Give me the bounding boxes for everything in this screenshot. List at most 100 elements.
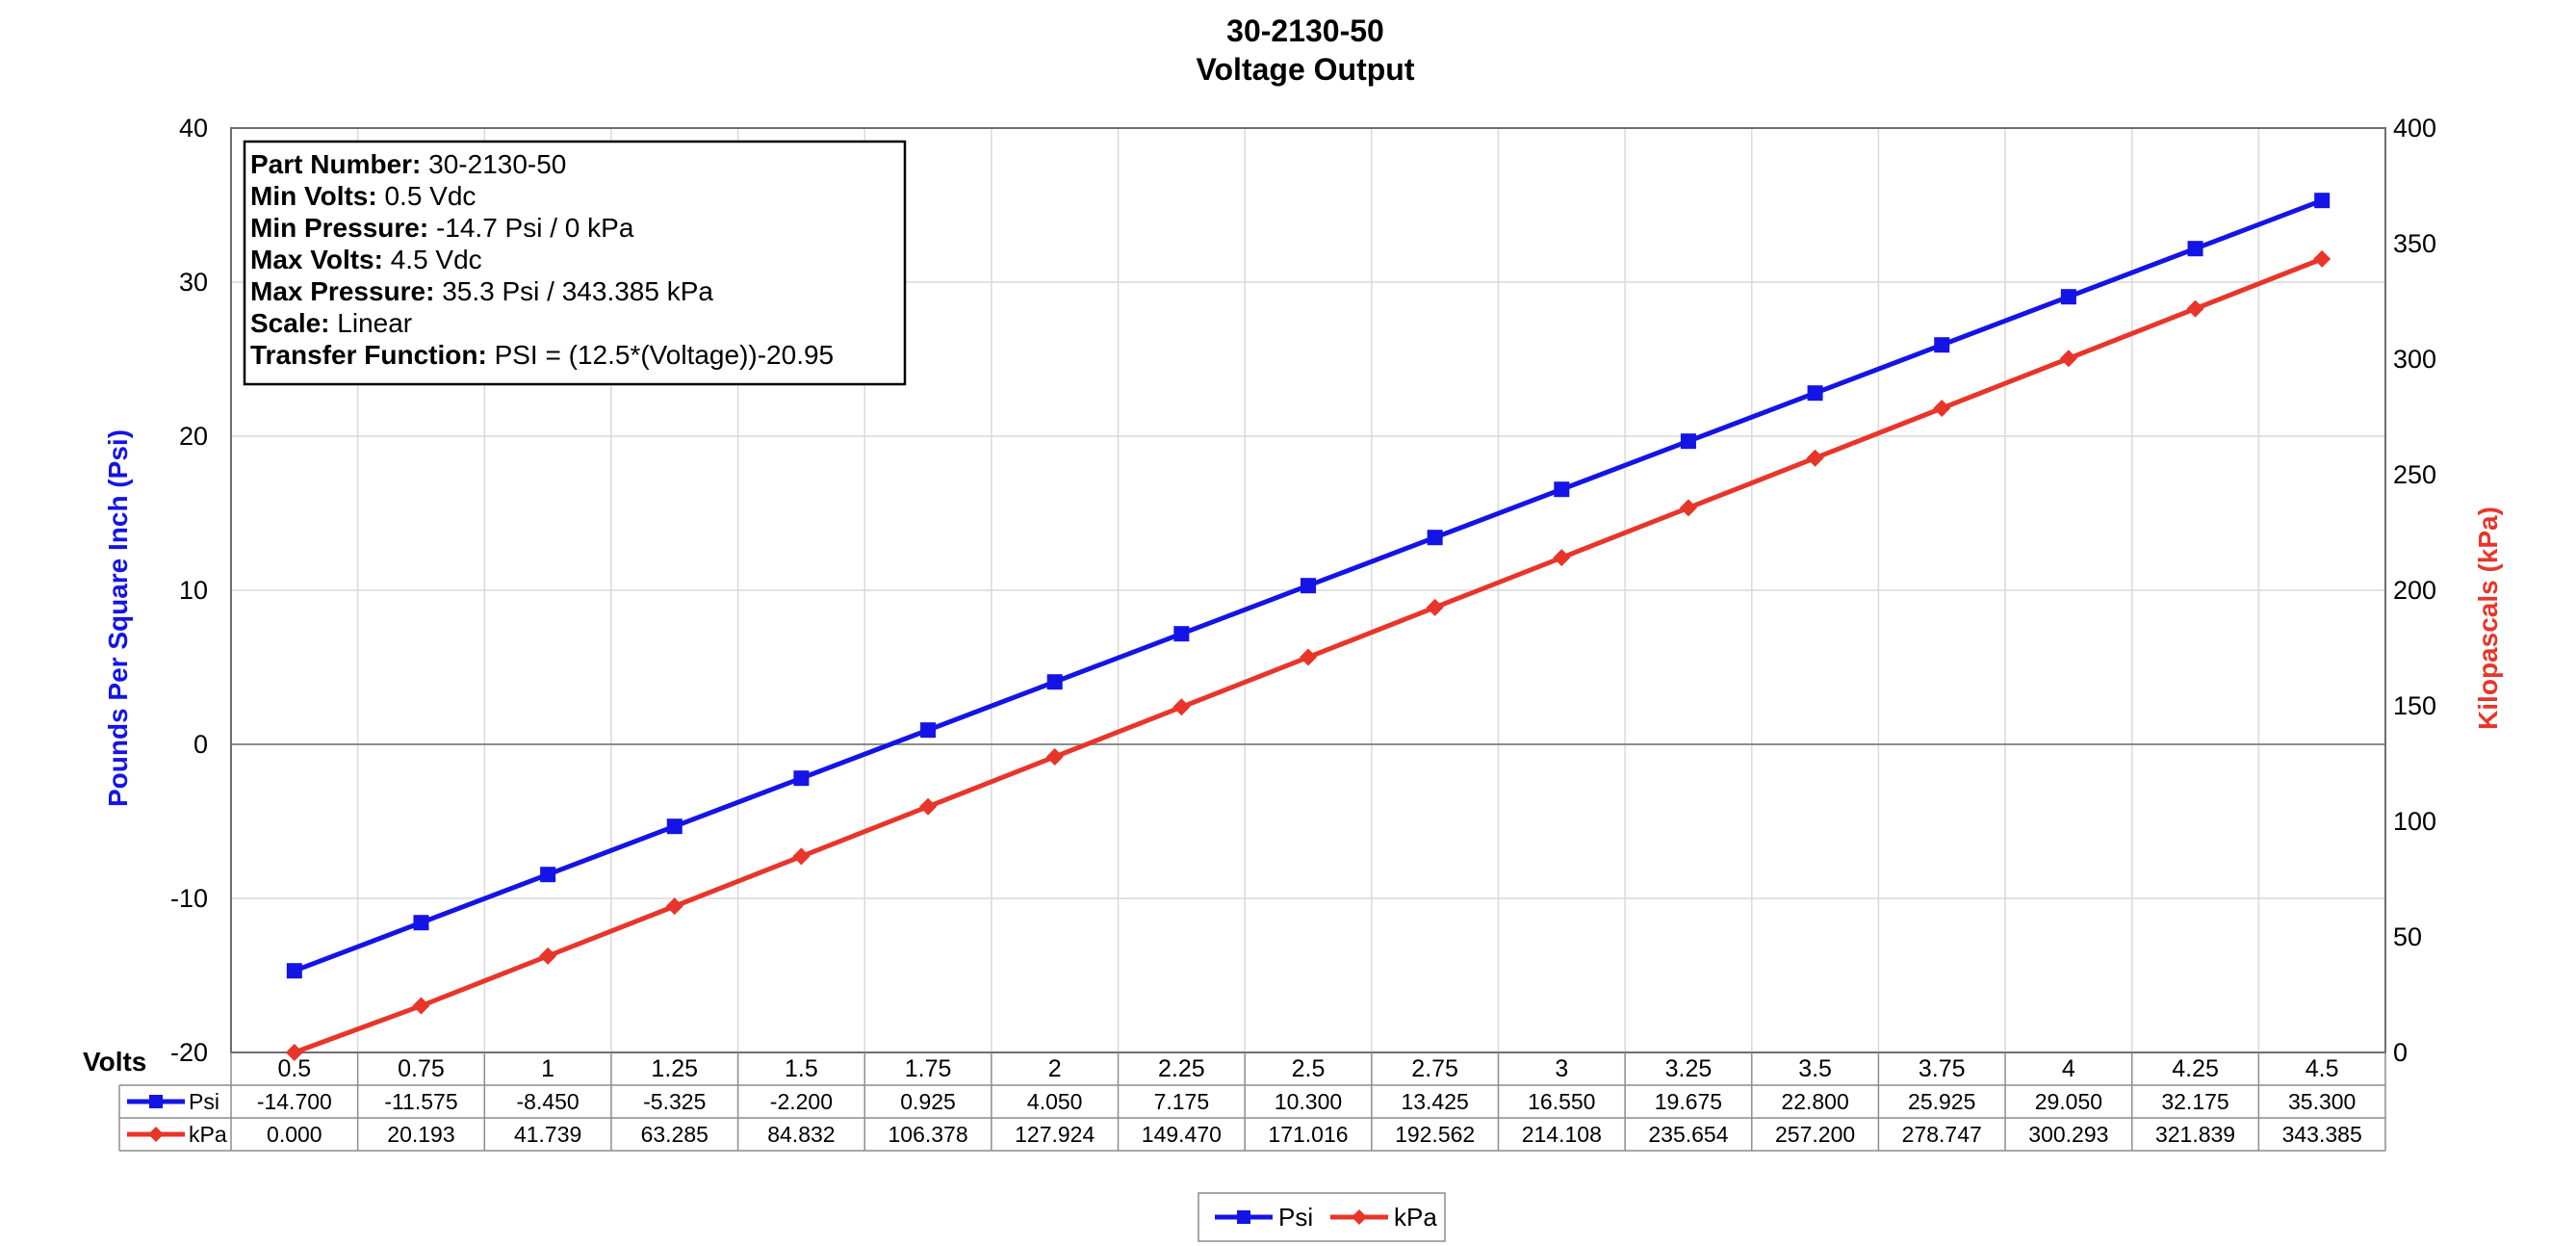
info-box-line: Min Pressure: -14.7 Psi / 0 kPa <box>250 213 634 243</box>
info-value: 35.3 Psi / 343.385 kPa <box>434 276 713 306</box>
table-cell: 25.925 <box>1908 1089 1975 1114</box>
x-tick-label: 3.5 <box>1798 1055 1832 1082</box>
data-point-kpa <box>792 847 811 866</box>
data-point-psi <box>413 915 429 931</box>
info-key: Transfer Function: <box>250 340 487 370</box>
table-cell: 4.050 <box>1027 1089 1083 1114</box>
data-point-kpa <box>1045 747 1064 766</box>
data-point-kpa <box>919 797 938 816</box>
chart-title-line-1: 30-2130-50 <box>1226 13 1384 48</box>
table-cell: 22.800 <box>1781 1089 1848 1114</box>
info-value: 0.5 Vdc <box>377 181 477 211</box>
data-point-psi <box>286 963 302 979</box>
y-right-tick-label: 300 <box>2393 345 2436 374</box>
table-cell: 10.300 <box>1275 1089 1342 1114</box>
x-tick-label: 0.5 <box>277 1055 311 1082</box>
data-point-psi <box>1046 674 1063 690</box>
row-header-psi: Psi <box>189 1089 219 1114</box>
info-box-line: Transfer Function: PSI = (12.5*(Voltage)… <box>250 340 834 370</box>
row-header-kpa: kPa <box>189 1122 227 1147</box>
data-point-kpa <box>2186 299 2204 318</box>
y-right-tick-label: 200 <box>2393 576 2436 605</box>
x-tick-label: 4.5 <box>2306 1055 2339 1082</box>
data-point-kpa <box>2059 350 2077 368</box>
table-cell: 278.747 <box>1902 1122 1982 1147</box>
data-point-psi <box>793 770 810 787</box>
x-tick-label: 3 <box>1555 1055 1568 1082</box>
legend-label-kpa: kPa <box>1394 1203 1437 1232</box>
y-right-tick-label: 50 <box>2393 922 2422 951</box>
x-tick-label: 2 <box>1048 1055 1062 1082</box>
info-key: Max Pressure: <box>250 276 434 306</box>
legend: Psi kPa <box>1198 1192 1446 1242</box>
info-key: Min Pressure: <box>250 213 428 243</box>
x-tick-label: 3.25 <box>1665 1055 1713 1082</box>
info-value: Linear <box>330 308 413 338</box>
y-axis-right-ticks: 400 350 300 250 200 150 100 50 0 <box>2393 114 2436 1067</box>
info-key: Max Volts: <box>250 245 383 274</box>
x-tick-label: 1.75 <box>905 1055 952 1082</box>
data-point-kpa <box>1426 598 1444 616</box>
x-tick-label: 2.25 <box>1158 1055 1205 1082</box>
data-point-psi <box>1427 530 1443 546</box>
row-key-marker-kpa <box>148 1127 164 1142</box>
data-point-kpa <box>1679 499 1697 517</box>
y-left-tick-label: 40 <box>179 114 208 143</box>
data-table: 0.5 0.75 1 1.25 1.5 1.75 2 2.25 2.5 2.75 3 3.25 3.5 3… <box>118 1052 2386 1152</box>
chart-title-line-2: Voltage Output <box>1197 52 1415 87</box>
info-key: Scale: <box>250 308 330 338</box>
table-cell: 321.839 <box>2155 1122 2235 1147</box>
row-key-marker-psi <box>149 1095 163 1108</box>
data-point-kpa <box>1806 449 1824 467</box>
table-cell: 214.108 <box>1522 1122 1602 1147</box>
data-point-psi <box>666 818 683 835</box>
data-point-psi <box>2314 193 2331 209</box>
x-tick-label: 1 <box>541 1055 554 1082</box>
info-box-frame <box>243 140 907 386</box>
y-axis-left-ticks: 40 30 20 10 0 -10 -20 <box>170 114 208 1067</box>
data-point-kpa <box>1933 400 1951 418</box>
info-value: PSI = (12.5*(Voltage))-20.95 <box>487 340 834 370</box>
table-cell: 13.425 <box>1401 1089 1468 1114</box>
table-cell: 300.293 <box>2028 1122 2108 1147</box>
axes <box>230 127 2386 1053</box>
table-cell: 84.832 <box>767 1122 835 1147</box>
y-left-tick-label: 30 <box>179 268 208 297</box>
table-cell: 0.000 <box>267 1122 322 1147</box>
info-value: 4.5 Vdc <box>383 245 482 274</box>
data-point-kpa <box>539 947 557 965</box>
data-point-psi <box>920 722 937 739</box>
legend-marker-kpa <box>1352 1209 1367 1225</box>
x-tick-label: 4 <box>2062 1055 2075 1082</box>
x-tick-label: 0.75 <box>398 1055 445 1082</box>
table-cell: 29.050 <box>2035 1089 2102 1114</box>
table-cell: -11.575 <box>384 1089 457 1114</box>
data-point-psi <box>540 867 556 883</box>
data-point-psi <box>2187 241 2203 257</box>
y-right-tick-label: 100 <box>2393 807 2436 836</box>
data-point-psi <box>1934 337 1950 353</box>
table-cell: 20.193 <box>387 1122 454 1147</box>
y-right-tick-label: 0 <box>2393 1038 2408 1067</box>
info-box-line: Scale: Linear <box>250 308 412 338</box>
grid <box>231 128 2385 1052</box>
table-cell: 106.378 <box>888 1122 967 1147</box>
table-cell: -2.200 <box>770 1089 833 1114</box>
table-cell: -14.700 <box>257 1089 332 1114</box>
y-left-tick-label: -20 <box>170 1038 208 1067</box>
x-tick-label: 1.25 <box>651 1055 698 1082</box>
info-box-line: Part Number: 30-2130-50 <box>250 149 566 179</box>
data-point-psi <box>1554 481 1570 498</box>
table-cell: -8.450 <box>517 1089 580 1114</box>
data-point-psi <box>1680 433 1696 450</box>
data-point-psi <box>1173 626 1190 642</box>
table-cell: 16.550 <box>1528 1089 1595 1114</box>
info-box-line: Max Pressure: 35.3 Psi / 343.385 kPa <box>250 276 713 306</box>
info-box-line: Max Volts: 4.5 Vdc <box>250 245 482 274</box>
data-point-psi <box>2060 289 2076 305</box>
table-cell: 32.175 <box>2161 1089 2228 1114</box>
table-cell: 35.300 <box>2288 1089 2356 1114</box>
info-box-line: Min Volts: 0.5 Vdc <box>250 181 476 211</box>
